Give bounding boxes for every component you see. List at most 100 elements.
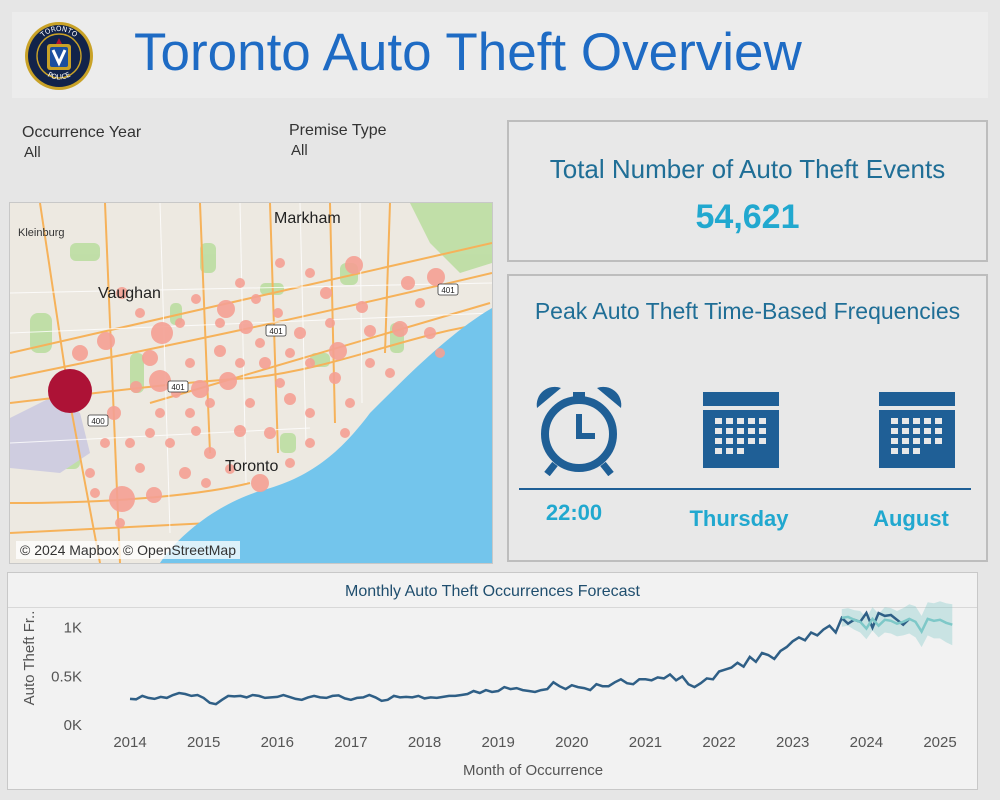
theft-bubble[interactable]	[214, 345, 226, 357]
theft-bubble[interactable]	[356, 301, 368, 313]
theft-bubble[interactable]	[130, 381, 142, 393]
actual-series-line	[129, 610, 911, 706]
y-tick-label: 0K	[64, 717, 82, 734]
theft-bubble[interactable]	[155, 408, 165, 418]
alarm-clock-icon	[536, 386, 622, 476]
theft-bubble[interactable]	[392, 321, 408, 337]
map-attribution[interactable]: © 2024 Mapbox © OpenStreetMap	[16, 541, 240, 559]
theft-bubble[interactable]	[97, 332, 115, 350]
theft-bubble[interactable]	[365, 358, 375, 368]
theft-bubble[interactable]	[345, 398, 355, 408]
theft-bubble[interactable]	[285, 348, 295, 358]
theft-bubble[interactable]	[305, 268, 315, 278]
header-bar: TORONTO POLICE Toronto Auto Theft Overvi…	[12, 12, 988, 98]
x-tick-label: 2017	[334, 734, 367, 751]
theft-bubble[interactable]	[85, 468, 95, 478]
theft-bubble[interactable]	[245, 398, 255, 408]
theft-bubble[interactable]	[305, 408, 315, 418]
theft-bubble[interactable]	[217, 300, 235, 318]
theft-bubble[interactable]	[219, 372, 237, 390]
svg-text:401: 401	[441, 286, 455, 295]
theft-bubble[interactable]	[107, 406, 121, 420]
theft-bubble[interactable]	[275, 258, 285, 268]
theft-bubble[interactable]	[145, 428, 155, 438]
theft-bubble[interactable]	[345, 256, 363, 274]
forecast-chart[interactable]: Auto Theft Fr.. Month of Occurrence 0K 0.…	[8, 573, 977, 789]
theft-bubble[interactable]	[264, 427, 276, 439]
theft-bubble[interactable]	[294, 327, 306, 339]
theft-bubble[interactable]	[424, 327, 436, 339]
peak-month-value: August	[873, 506, 949, 531]
theft-bubble[interactable]	[135, 308, 145, 318]
theft-bubble[interactable]	[320, 287, 332, 299]
theft-bubble[interactable]	[142, 350, 158, 366]
theft-bubble[interactable]	[115, 518, 125, 528]
theft-bubble[interactable]	[259, 357, 271, 369]
filter-occurrence-year[interactable]: Occurrence Year All	[22, 124, 141, 161]
theft-bubble[interactable]	[135, 463, 145, 473]
theft-bubble[interactable]	[401, 276, 415, 290]
theft-bubble[interactable]	[175, 318, 185, 328]
theft-bubble[interactable]	[100, 438, 110, 448]
peak-hour-value: 22:00	[545, 500, 603, 525]
theft-bubble[interactable]	[329, 342, 347, 360]
map-canvas[interactable]: Markham Kleinburg Vaughan Toronto 401 40…	[10, 203, 492, 563]
theft-bubble[interactable]	[235, 278, 245, 288]
theft-bubble[interactable]	[415, 298, 425, 308]
theft-bubble[interactable]	[385, 368, 395, 378]
theft-bubble[interactable]	[305, 438, 315, 448]
theft-bubble[interactable]	[48, 369, 92, 413]
map-label-markham: Markham	[274, 210, 341, 227]
calendar-icon	[703, 392, 779, 468]
theft-bubble[interactable]	[191, 426, 201, 436]
auto-theft-map[interactable]: Markham Kleinburg Vaughan Toronto 401 40…	[9, 202, 493, 564]
theft-bubble[interactable]	[191, 380, 209, 398]
theft-bubble[interactable]	[325, 318, 335, 328]
theft-bubble[interactable]	[204, 447, 216, 459]
filter-value[interactable]: All	[24, 144, 41, 161]
theft-bubble[interactable]	[116, 287, 128, 299]
theft-bubble[interactable]	[340, 428, 350, 438]
theft-bubble[interactable]	[329, 372, 341, 384]
x-tick-label: 2022	[702, 734, 735, 751]
x-axis-ticks: 2014 2015 2016 2017 2018 2019 2020 2021 2022 2023…	[113, 734, 956, 751]
theft-bubble[interactable]	[90, 488, 100, 498]
theft-bubble[interactable]	[273, 308, 283, 318]
theft-bubble[interactable]	[239, 320, 253, 334]
theft-bubble[interactable]	[109, 486, 135, 512]
filter-value[interactable]: All	[291, 142, 308, 159]
theft-bubble[interactable]	[125, 438, 135, 448]
theft-bubble[interactable]	[185, 408, 195, 418]
theft-bubble[interactable]	[146, 487, 162, 503]
theft-bubble[interactable]	[235, 358, 245, 368]
theft-bubble[interactable]	[251, 294, 261, 304]
x-tick-label: 2018	[408, 734, 441, 751]
peak-title: Peak Auto Theft Time-Based Frequencies	[534, 298, 961, 324]
theft-bubble[interactable]	[151, 322, 173, 344]
highway-shield-401: 401	[265, 324, 287, 337]
theft-bubble[interactable]	[234, 425, 246, 437]
theft-bubble[interactable]	[205, 398, 215, 408]
theft-bubble[interactable]	[435, 348, 445, 358]
peak-divider	[519, 488, 971, 490]
theft-bubble[interactable]	[284, 393, 296, 405]
theft-bubble[interactable]	[165, 438, 175, 448]
theft-bubble[interactable]	[255, 338, 265, 348]
theft-bubble[interactable]	[72, 345, 88, 361]
theft-bubble[interactable]	[427, 268, 445, 286]
theft-bubble[interactable]	[305, 358, 315, 368]
theft-bubble[interactable]	[215, 318, 225, 328]
theft-bubble[interactable]	[275, 378, 285, 388]
theft-bubble[interactable]	[149, 370, 171, 392]
theft-bubble[interactable]	[251, 474, 269, 492]
theft-bubble[interactable]	[179, 467, 191, 479]
theft-bubble[interactable]	[225, 464, 235, 474]
highway-shield-400: 400	[87, 414, 109, 427]
theft-bubble[interactable]	[191, 294, 201, 304]
theft-bubble[interactable]	[364, 325, 376, 337]
map-label-toronto: Toronto	[225, 458, 278, 475]
theft-bubble[interactable]	[201, 478, 211, 488]
theft-bubble[interactable]	[285, 458, 295, 468]
filter-premise-type[interactable]: Premise Type All	[289, 122, 387, 159]
theft-bubble[interactable]	[185, 358, 195, 368]
